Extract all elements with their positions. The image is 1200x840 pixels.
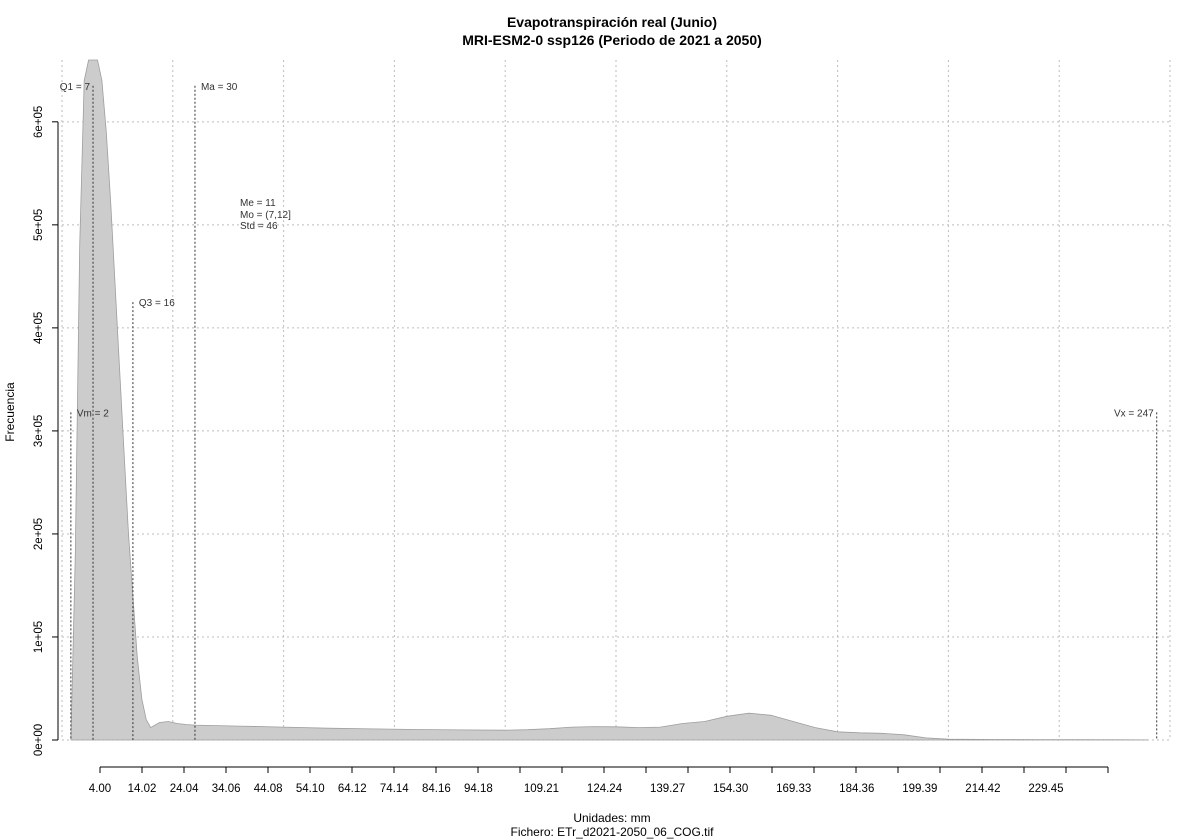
x-tick-label: 124.24 xyxy=(587,783,623,795)
x-tick-label: 94.18 xyxy=(464,783,493,795)
frequency-area-path xyxy=(70,59,1149,741)
stat-line-label: Q3 = 16 xyxy=(139,298,175,309)
x-tick-label: 229.45 xyxy=(1028,783,1063,795)
x-tick-label: 154.30 xyxy=(713,783,748,795)
stat-std: Std = 46 xyxy=(240,221,278,232)
grid xyxy=(61,60,1171,741)
x-tick-label: 169.33 xyxy=(776,783,811,795)
stat-line-label: Vx = 247 xyxy=(1114,408,1154,419)
y-tick-label: 1e+05 xyxy=(33,621,45,653)
stat-mode: Mo = (7,12] xyxy=(240,210,291,221)
x-tick-label: 4.00 xyxy=(89,783,111,795)
y-tick-label: 4e+05 xyxy=(33,312,45,344)
stat-lines: Q1 = 7 Ma = 30 Q3 = 16 Vm = 2 Vx = 247 xyxy=(60,82,1158,740)
stats-box: Me = 11 Mo = (7,12] Std = 46 xyxy=(240,198,291,232)
x-tick-label: 199.39 xyxy=(902,783,937,795)
y-tick-label: 5e+05 xyxy=(33,209,45,241)
x-tick-label: 54.10 xyxy=(296,783,325,795)
stat-line-label: Q1 = 7 xyxy=(60,82,91,93)
chart-subtitle: MRI-ESM2-0 ssp126 (Periodo de 2021 a 205… xyxy=(462,32,762,48)
y-tick-label: 2e+05 xyxy=(33,518,45,550)
x-tick-label: 214.42 xyxy=(965,783,1000,795)
y-tick-label: 3e+05 xyxy=(33,415,45,447)
x-tick-label: 44.08 xyxy=(254,783,283,795)
x-tick-label: 84.16 xyxy=(422,783,451,795)
stat-line-label: Vm = 2 xyxy=(77,408,109,419)
x-tick-label: 139.27 xyxy=(650,783,685,795)
stat-line-label: Ma = 30 xyxy=(201,82,238,93)
stat-median: Me = 11 xyxy=(240,198,276,209)
x-tick-label: 74.14 xyxy=(380,783,409,795)
frequency-area xyxy=(70,59,1149,741)
x-tick-label: 24.04 xyxy=(170,783,199,795)
x-tick-label: 34.06 xyxy=(212,783,241,795)
chart-title: Evapotranspiración real (Junio) xyxy=(507,14,717,30)
x-tick-label: 184.36 xyxy=(839,783,874,795)
x-tick-label: 109.21 xyxy=(524,783,559,795)
y-tick-label: 6e+05 xyxy=(33,106,45,138)
y-axis-label: Frecuencia xyxy=(3,382,17,442)
x-tick-label: 14.02 xyxy=(128,783,157,795)
x-tick-label: 64.12 xyxy=(338,783,367,795)
footer-filename: Fichero: ETr_d2021-2050_06_COG.tif xyxy=(511,825,715,839)
y-tick-label: 0e+00 xyxy=(33,724,45,756)
x-axis-label: Unidades: mm xyxy=(573,811,650,825)
axes: 0e+00 1e+05 2e+05 3e+05 4e+05 5e+05 6e+05 4.00 1… xyxy=(33,106,1109,795)
